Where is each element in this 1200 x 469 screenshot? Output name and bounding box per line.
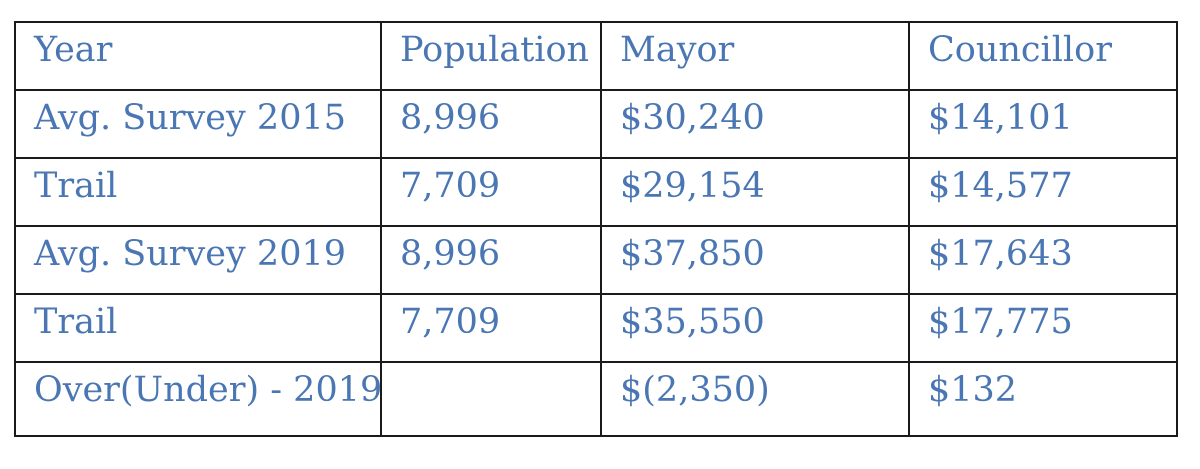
table-cell-councillor: $14,577: [908, 157, 1178, 227]
table-cell-mayor: $29,154: [600, 157, 910, 227]
header-cell-mayor: Mayor: [600, 21, 910, 91]
table-cell-councillor: $17,643: [908, 225, 1178, 295]
table-cell-population: 7,709: [380, 293, 602, 363]
table-cell-councillor: $132: [908, 361, 1178, 437]
header-cell-population: Population: [380, 21, 602, 91]
table-cell-population: 7,709: [380, 157, 602, 227]
table-cell-mayor: $(2,350): [600, 361, 910, 437]
table-row: Avg. Survey 2019 8,996 $37,850 $17,643: [14, 225, 1178, 295]
table-row: Avg. Survey 2015 8,996 $30,240 $14,101: [14, 89, 1178, 159]
table-cell-year: Trail: [14, 293, 382, 363]
table-cell-year: Avg. Survey 2019: [14, 225, 382, 295]
header-cell-year: Year: [14, 21, 382, 91]
table-cell-population: 8,996: [380, 225, 602, 295]
table-cell-year: Over(Under) - 2019: [14, 361, 382, 437]
compensation-table: Year Population Mayor Councillor Avg. Su…: [14, 21, 1178, 437]
table-cell-year: Trail: [14, 157, 382, 227]
header-cell-councillor: Councillor: [908, 21, 1178, 91]
table-cell-mayor: $30,240: [600, 89, 910, 159]
table-cell-councillor: $14,101: [908, 89, 1178, 159]
table-header-row: Year Population Mayor Councillor: [14, 21, 1178, 91]
table-cell-councillor: $17,775: [908, 293, 1178, 363]
table-row: Trail 7,709 $29,154 $14,577: [14, 157, 1178, 227]
table-cell-population: 8,996: [380, 89, 602, 159]
table-cell-mayor: $35,550: [600, 293, 910, 363]
data-table-container: Year Population Mayor Councillor Avg. Su…: [14, 21, 1178, 437]
table-cell-year: Avg. Survey 2015: [14, 89, 382, 159]
table-row-summary: Over(Under) - 2019 $(2,350) $132: [14, 361, 1178, 437]
table-row: Trail 7,709 $35,550 $17,775: [14, 293, 1178, 363]
table-cell-mayor: $37,850: [600, 225, 910, 295]
table-cell-population: [380, 361, 602, 437]
